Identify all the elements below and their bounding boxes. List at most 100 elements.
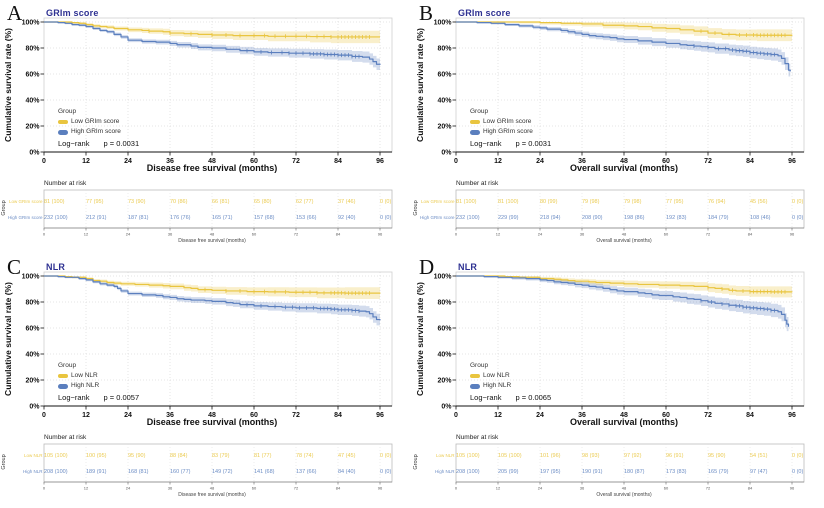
svg-text:95 (90): 95 (90) xyxy=(128,453,146,459)
risk-x-axis-title: Disease free survival (months) xyxy=(178,238,246,244)
svg-text:60%: 60% xyxy=(25,326,40,333)
risk-x-axis-title: Overall survival (months) xyxy=(596,492,652,498)
logrank-label: Log−rank xyxy=(58,393,90,402)
logrank-annotation: Log−rank p = 0.0031 xyxy=(58,139,139,148)
svg-text:60%: 60% xyxy=(25,72,40,79)
svg-text:12: 12 xyxy=(494,158,502,165)
svg-text:83 (79): 83 (79) xyxy=(212,453,230,459)
svg-text:36: 36 xyxy=(578,412,586,419)
panel-c-nlr-dfs: 0 12 24 36 48 60 72 84 96 0% 20% 40% 60% 80% 100% Low N… xyxy=(0,254,412,508)
svg-text:84: 84 xyxy=(334,158,342,165)
logrank-label: Log−rank xyxy=(470,139,502,148)
svg-text:20%: 20% xyxy=(25,124,40,131)
legend: Group Low GRIm score High GRIm score xyxy=(470,108,533,136)
svg-text:24: 24 xyxy=(124,412,132,419)
svg-text:72: 72 xyxy=(292,158,300,165)
svg-text:12: 12 xyxy=(494,412,502,419)
confidence-band xyxy=(456,276,792,299)
legend-swatch-low xyxy=(58,119,68,125)
legend-item-low: Low NLR xyxy=(58,372,99,380)
svg-text:Low NLR: Low NLR xyxy=(436,453,455,458)
svg-text:165 (79): 165 (79) xyxy=(708,469,729,475)
svg-text:60: 60 xyxy=(250,158,258,165)
p-value: p = 0.0031 xyxy=(515,139,552,148)
y-axis-title: Cumulative survival rate (%) xyxy=(3,282,13,396)
svg-text:48: 48 xyxy=(208,412,216,419)
svg-text:0: 0 xyxy=(42,412,46,419)
legend: Group Low NLR High NLR xyxy=(58,362,99,390)
svg-text:24: 24 xyxy=(536,158,544,165)
svg-text:36: 36 xyxy=(166,158,174,165)
svg-text:101 (96): 101 (96) xyxy=(540,453,561,459)
svg-text:79 (98): 79 (98) xyxy=(582,199,600,205)
survival-curve xyxy=(456,275,790,327)
risk-table-frame xyxy=(455,189,805,229)
svg-text:81 (77): 81 (77) xyxy=(254,453,272,459)
svg-text:208 (100): 208 (100) xyxy=(456,469,480,475)
legend-swatch-low xyxy=(58,373,68,379)
risk-table-frame xyxy=(455,443,805,483)
svg-text:0%: 0% xyxy=(29,150,40,157)
svg-text:73 (90): 73 (90) xyxy=(128,199,146,205)
logrank-annotation: Log−rank p = 0.0065 xyxy=(470,393,551,402)
svg-text:0%: 0% xyxy=(441,150,452,157)
svg-text:84: 84 xyxy=(336,232,341,237)
svg-text:45 (56): 45 (56) xyxy=(750,199,768,205)
svg-text:20%: 20% xyxy=(437,378,452,385)
x-axis-title: Disease free survival (months) xyxy=(146,163,278,173)
svg-text:36: 36 xyxy=(580,232,585,237)
svg-text:48: 48 xyxy=(620,158,628,165)
svg-text:81 (100): 81 (100) xyxy=(456,199,477,205)
svg-text:36: 36 xyxy=(168,232,173,237)
legend-item-high: High GRIm score xyxy=(58,128,121,136)
svg-text:100 (95): 100 (95) xyxy=(86,453,107,459)
svg-text:High GRIm score: High GRIm score xyxy=(420,215,455,220)
svg-text:0 (0): 0 (0) xyxy=(792,199,803,205)
svg-text:100%: 100% xyxy=(434,274,453,281)
svg-text:77 (95): 77 (95) xyxy=(666,199,684,205)
svg-text:80%: 80% xyxy=(25,300,40,307)
panel-a-grim-dfs: 0 12 24 36 48 60 72 84 96 0% 20% 40% 60% 80% 100% Low G… xyxy=(0,0,412,254)
svg-text:96: 96 xyxy=(790,486,795,491)
svg-text:48: 48 xyxy=(208,158,216,165)
svg-text:12: 12 xyxy=(84,486,89,491)
svg-text:84: 84 xyxy=(746,412,754,419)
svg-text:24: 24 xyxy=(538,232,543,237)
panel-title: GRIm score xyxy=(458,8,511,18)
risk-table-frame xyxy=(43,189,393,229)
legend-label-high: High GRIm score xyxy=(71,128,121,136)
svg-text:0%: 0% xyxy=(29,404,40,411)
svg-text:197 (95): 197 (95) xyxy=(540,469,561,475)
svg-text:47 (45): 47 (45) xyxy=(338,453,356,459)
svg-text:137 (66): 137 (66) xyxy=(296,469,317,475)
legend: Group Low GRIm score High GRIm score xyxy=(58,108,121,136)
p-value: p = 0.0057 xyxy=(103,393,140,402)
svg-text:High GRIm score: High GRIm score xyxy=(8,215,43,220)
svg-text:84: 84 xyxy=(336,486,341,491)
svg-text:36: 36 xyxy=(580,486,585,491)
svg-text:149 (72): 149 (72) xyxy=(212,469,233,475)
svg-text:60%: 60% xyxy=(437,326,452,333)
km-plot-canvas-a: 0 12 24 36 48 60 72 84 96 0% 20% 40% 60% 80% 100% Low G… xyxy=(8,17,393,237)
survival-curve xyxy=(456,21,793,36)
svg-text:81 (100): 81 (100) xyxy=(498,199,519,205)
svg-text:24: 24 xyxy=(124,158,132,165)
legend-label-high: High NLR xyxy=(71,382,100,390)
legend-swatch-high xyxy=(58,384,68,389)
panel-title: NLR xyxy=(46,262,66,272)
svg-text:105 (100): 105 (100) xyxy=(498,453,522,459)
gridlines xyxy=(456,272,804,406)
panel-letter: B xyxy=(419,1,434,25)
legend-label-high: High NLR xyxy=(483,382,512,390)
legend-label-low: Low NLR xyxy=(483,372,510,380)
risk-group-axis-label: Group xyxy=(413,200,419,216)
svg-text:60: 60 xyxy=(252,232,257,237)
logrank-label: Log−rank xyxy=(470,393,502,402)
svg-text:0 (0): 0 (0) xyxy=(380,215,391,221)
svg-text:12: 12 xyxy=(82,158,90,165)
svg-text:48: 48 xyxy=(210,486,215,491)
svg-text:24: 24 xyxy=(126,486,131,491)
svg-text:72: 72 xyxy=(706,486,711,491)
confidence-band xyxy=(456,22,792,43)
